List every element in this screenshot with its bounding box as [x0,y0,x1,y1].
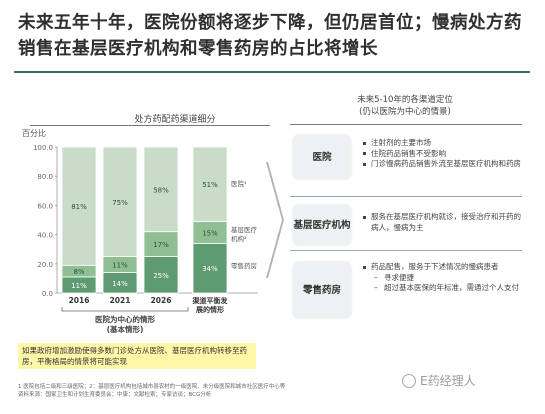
footnote: 1 医院包括二级和三级医院；2：基层医疗机构包括城市县农村的一级医院、未分级医院… [18,383,318,399]
outlook-heading-line1: 未来5-10年的各渠道定位 [357,95,453,105]
bar-value-label: 8% [73,268,84,276]
bar-segment [143,146,179,233]
bullet-item: 服务在基层医疗机构就诊，接受治疗和开药的病人，慢病为主 [362,212,522,233]
channel-bullets: 药品配售，服务于下述情况的慢病患者寻求便捷超过基本医保的年标准，需通过个人支付 [362,262,522,294]
channel-box: 医院 [293,135,351,179]
y-tick-label: 80.0 [37,173,53,181]
bar-segment [192,242,228,294]
watermark-text: E药经理人 [420,374,476,388]
channel-box: 零售药房 [293,262,351,318]
stacked-bar-chart: 百分比 0.0 20.0 40.0 60.0 80.0 100.0 11% 8% 81% 14%… [22,128,258,334]
x-tick-label: 2026 [151,296,172,305]
y-axis-label: 百分比 [22,128,46,138]
x-tick-label: 2016 [69,296,90,305]
bar-value-label: 17% [153,241,169,249]
y-tick-label: 60.0 [37,202,53,210]
bar-segment [102,146,138,257]
chart-heading: 处方药配药渠道细分 [134,115,216,125]
x-tick-label: 2021 [110,296,131,305]
y-tick-label: 40.0 [37,232,53,240]
sub-bullet-item: 超过基本医保的年标准，需通过个人支付 [362,283,522,294]
channel-row-divider [290,196,522,197]
outlook-heading: 未来5-10年的各渠道定位 (仍以医院为中心的情景) [300,94,510,118]
bar-value-label: 11% [112,262,128,270]
bar-value-label: 11% [71,282,87,290]
legend-label: 医院¹ [231,179,247,188]
outlook-heading-divider [290,124,522,125]
wechat-icon [402,373,416,388]
bar-segment [143,256,179,294]
title-divider [14,71,530,73]
bar-segment [143,231,179,257]
bar-segment [192,146,228,222]
bar-value-label: 81% [71,203,87,211]
group-label-line1: 医院为中心的情形 [95,314,155,324]
x-tick-label: 渠道平衡发展的情形 [192,296,229,314]
legend-label: 零售药房 [231,261,257,270]
channel-box: 基层医疗机构 [293,205,351,245]
y-tick-label: 100.0 [33,144,53,152]
bar-value-label: 51% [202,181,218,189]
bar-value-label: 14% [112,280,128,288]
bullet-item: 药品配售，服务于下述情况的慢病患者 [362,262,522,273]
bar-value-label: 75% [112,199,128,207]
bullet-item: 注射剂的主要市场 [362,138,522,149]
channel-bullets: 注射剂的主要市场 住院药品销售不受影响 门诊慢病药品销售外流至基层医疗机构和药房 [362,138,522,170]
legend-label: 基层医疗机构² [231,225,258,243]
chart-heading-divider [30,125,270,126]
scenario-note: 如果政府增加激励使得多数门诊处方从医院、基层医疗机构转移至药房，平衡格局的情景将… [18,343,256,369]
bullet-item: 门诊慢病药品销售外流至基层医疗机构和药房 [362,159,522,170]
footnote-sources: 资料来源：国家卫生和计划生育委员会；中康；文献检索；专家访谈；BCG分析 [18,392,212,398]
bar-value-label: 15% [202,229,218,237]
bullet-item: 住院药品销售不受影响 [362,149,522,160]
baseline-group-bracket [61,307,189,312]
footnote-definitions: 1 医院包括二级和三级医院；2：基层医疗机构包括城市县农村的一级医院、未分级医院… [18,384,286,390]
outlook-heading-line2: (仍以医院为中心的情景) [359,107,451,117]
group-label-line2: (基本情形) [107,324,144,334]
page-title: 未来五年十年，医院份额将逐步下降，但仍居首位；慢病处方药销售在基层医疗机构和零售… [18,13,522,59]
bar-value-label: 34% [202,265,218,273]
y-tick-label: 0.0 [42,290,53,298]
sub-bullet-item: 寻求便捷 [362,273,522,284]
y-tick-label: 20.0 [37,261,53,269]
watermark: E药经理人 [402,372,476,389]
channel-bullets: 服务在基层医疗机构就诊，接受治疗和开药的病人，慢病为主 [362,212,522,233]
arrow-right-icon [266,162,284,278]
bar-value-label: 58% [153,186,169,194]
bar-segment [61,146,97,266]
bar-value-label: 25% [153,272,169,280]
channel-row-divider [290,250,522,251]
